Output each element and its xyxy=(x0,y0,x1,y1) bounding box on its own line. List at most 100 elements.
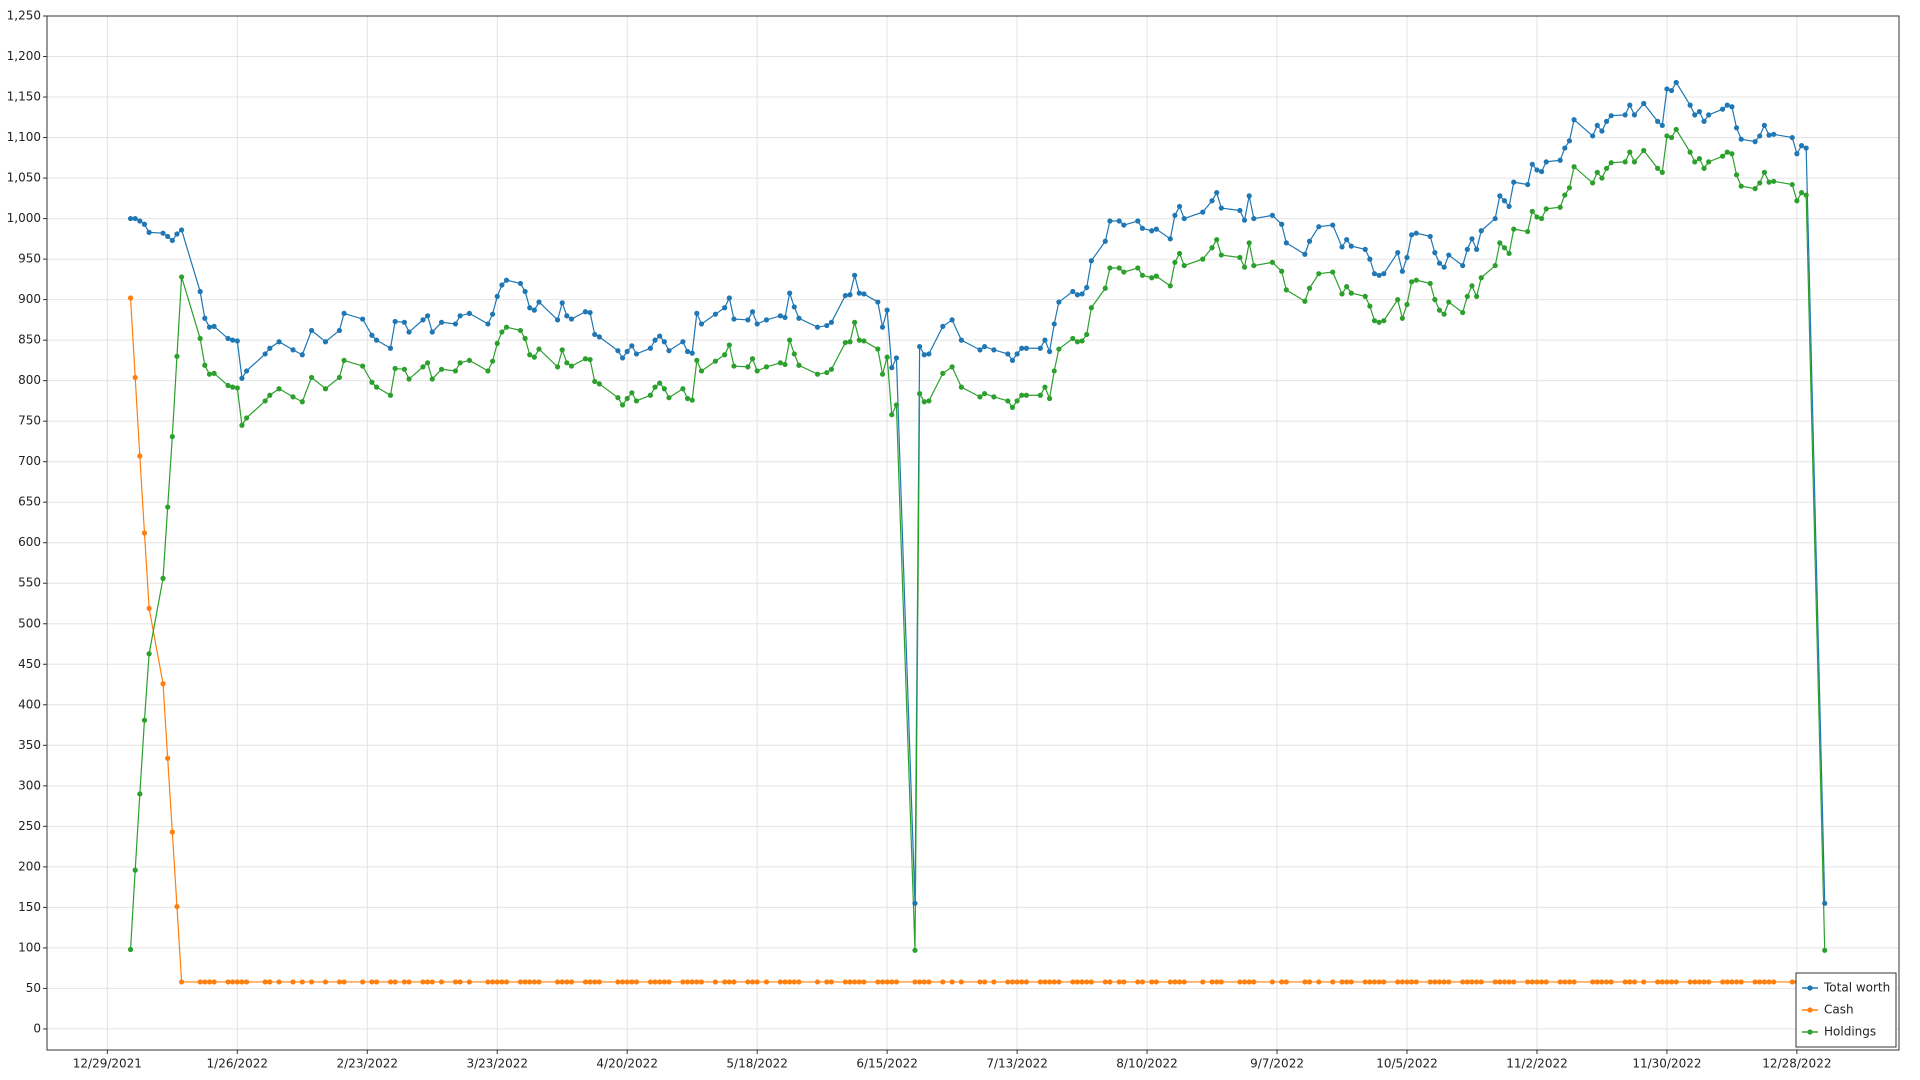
data-point xyxy=(1798,143,1805,149)
data-point xyxy=(1404,301,1410,308)
data-point xyxy=(485,979,491,985)
data-point xyxy=(243,368,250,374)
data-point xyxy=(1395,297,1401,303)
data-point xyxy=(1367,979,1373,985)
data-point xyxy=(369,332,375,338)
data-point xyxy=(782,979,788,985)
data-point xyxy=(712,311,718,317)
data-point xyxy=(1362,979,1368,985)
legend-label: Total worth xyxy=(1823,981,1890,995)
data-point xyxy=(174,353,180,359)
data-point xyxy=(1492,215,1498,222)
data-point xyxy=(1701,979,1707,985)
data-point xyxy=(536,979,542,985)
data-point xyxy=(420,979,426,985)
data-point xyxy=(1302,251,1308,257)
data-point xyxy=(1367,256,1373,262)
data-point xyxy=(977,347,983,353)
data-point xyxy=(206,324,213,330)
data-point xyxy=(169,829,175,835)
data-point xyxy=(179,979,185,985)
data-point xyxy=(1822,900,1828,906)
data-point xyxy=(1362,293,1368,299)
data-point xyxy=(958,384,964,390)
x-tick-label: 11/2/2022 xyxy=(1506,1057,1568,1071)
plot-frame xyxy=(46,15,1900,1051)
data-point xyxy=(1692,159,1698,165)
data-point xyxy=(680,979,686,985)
data-point xyxy=(401,366,408,372)
data-point xyxy=(977,394,983,400)
data-point xyxy=(179,227,185,233)
data-point xyxy=(917,979,923,985)
data-point xyxy=(322,339,329,345)
data-point xyxy=(1116,979,1122,985)
data-point xyxy=(1664,979,1670,985)
data-point xyxy=(1608,160,1614,166)
data-point xyxy=(336,979,343,985)
data-point xyxy=(438,979,445,985)
legend-label: Cash xyxy=(1824,1003,1854,1017)
data-point xyxy=(889,412,895,418)
data-point xyxy=(387,392,394,398)
data-point xyxy=(712,358,718,364)
data-point xyxy=(299,979,305,985)
data-point xyxy=(517,979,524,985)
data-point xyxy=(373,337,380,343)
data-point xyxy=(429,376,435,382)
data-point xyxy=(629,390,635,396)
data-point xyxy=(1659,122,1665,128)
data-point xyxy=(698,368,705,374)
data-point xyxy=(1339,979,1345,985)
data-point xyxy=(1306,285,1313,291)
data-point xyxy=(1237,979,1243,985)
data-point xyxy=(1724,102,1730,108)
data-point xyxy=(1367,303,1373,309)
data-point xyxy=(262,398,268,404)
data-point xyxy=(132,374,138,381)
data-point xyxy=(457,979,463,985)
legend-marker xyxy=(1807,1029,1813,1035)
data-point xyxy=(1534,979,1540,985)
data-point xyxy=(1084,331,1090,338)
data-point xyxy=(982,344,988,350)
data-point xyxy=(1209,245,1215,251)
data-point xyxy=(457,360,463,366)
data-point xyxy=(587,356,593,363)
y-tick-label: 900 xyxy=(18,292,41,306)
data-point xyxy=(425,313,431,319)
data-point xyxy=(1376,272,1382,278)
data-point xyxy=(1729,979,1735,985)
data-point xyxy=(879,979,886,985)
y-tick-label: 50 xyxy=(26,981,41,995)
data-point xyxy=(1371,979,1378,985)
data-point xyxy=(647,979,654,985)
data-point xyxy=(856,290,862,296)
data-point xyxy=(633,979,640,985)
data-point xyxy=(731,979,737,985)
data-point xyxy=(1149,979,1155,985)
data-point xyxy=(197,335,203,342)
data-point xyxy=(949,364,955,370)
data-point xyxy=(1590,180,1596,186)
data-point xyxy=(308,979,315,985)
data-point xyxy=(787,979,793,985)
data-point xyxy=(425,360,431,366)
data-point xyxy=(1399,315,1405,321)
data-point xyxy=(165,504,171,510)
data-point xyxy=(1316,271,1322,277)
data-point xyxy=(1497,240,1503,246)
data-point xyxy=(554,317,561,323)
data-point xyxy=(615,348,621,354)
y-tick-label: 450 xyxy=(18,657,41,671)
data-point xyxy=(1107,218,1113,224)
y-tick-label: 1,250 xyxy=(7,9,41,23)
data-point xyxy=(828,366,835,372)
data-point xyxy=(828,319,835,325)
data-point xyxy=(1631,112,1638,118)
legend: Total worth Cash Holdings xyxy=(1795,972,1897,1048)
data-point xyxy=(1538,215,1545,222)
data-point xyxy=(1009,979,1016,985)
data-point xyxy=(1506,203,1512,210)
data-point xyxy=(336,374,343,381)
